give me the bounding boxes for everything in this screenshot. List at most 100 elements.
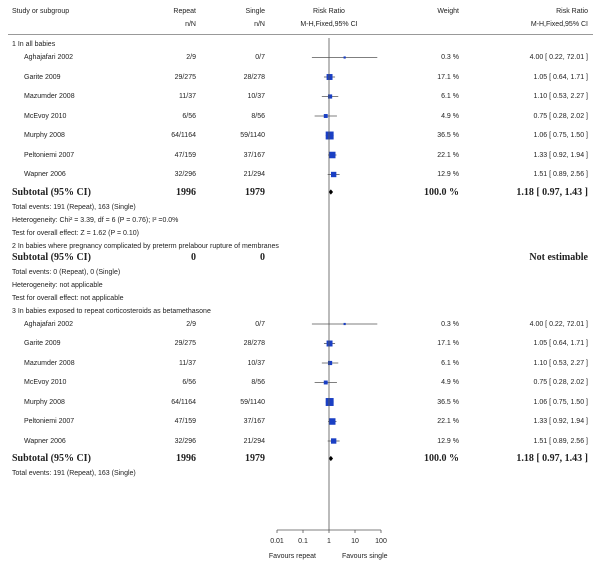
effect-square: [328, 151, 336, 159]
repeat-events: 64/1164: [171, 132, 196, 139]
repeat-events: 64/1164: [171, 398, 196, 406]
study-name: Mazumder 2008: [24, 93, 75, 100]
single-events: 10/37: [247, 93, 265, 100]
subtotal-single-total: 0: [260, 251, 265, 263]
study-risk-ratio: 0.75 [ 0.28, 2.02 ]: [533, 379, 589, 386]
subtotal-single-total: 1979: [245, 453, 265, 464]
single-events: 37/167: [243, 418, 265, 425]
single-events: 0/7: [255, 54, 265, 61]
study-weight: 6.1 %: [441, 359, 459, 367]
group-note: Total events: 0 (Repeat), 0 (Single): [12, 268, 121, 276]
study-name: Mazumder 2008: [24, 359, 75, 367]
repeat-events: 47/159: [174, 151, 196, 159]
study-weight: 22.1 %: [437, 151, 459, 159]
study-risk-ratio: 4.00 [ 0.22, 72.01 ]: [529, 54, 588, 61]
single-events: 28/278: [243, 73, 265, 81]
subtotal-risk-ratio: 1.18 [ 0.97, 1.43 ]: [516, 453, 588, 464]
study-name: McEvoy 2010: [24, 379, 67, 386]
header-repeat-sub: n/N: [185, 21, 196, 28]
group-note: Heterogeneity: Chi² = 3.39, df = 6 (P = …: [12, 216, 179, 224]
favours-single-label: Favours single: [342, 553, 388, 560]
single-events: 37/167: [243, 151, 265, 159]
subtotal-repeat-total: 1996: [176, 186, 196, 198]
effect-square: [327, 360, 333, 366]
subtotal-repeat-total: 1996: [176, 453, 196, 464]
study-weight: 36.5 %: [437, 132, 459, 139]
subtotal-single-total: 1979: [245, 186, 265, 198]
subtotal-label: Subtotal (95% CI): [12, 251, 91, 263]
single-events: 10/37: [247, 359, 265, 367]
repeat-events: 2/9: [186, 54, 196, 61]
single-events: 28/278: [243, 340, 265, 347]
header-risk-ratio-sub: M-H,Fixed,95% CI: [300, 21, 358, 28]
study-risk-ratio: 1.33 [ 0.92, 1.94 ]: [533, 418, 589, 425]
effect-square: [330, 438, 337, 444]
repeat-events: 29/275: [174, 73, 196, 81]
group-note: Total events: 191 (Repeat), 163 (Single): [12, 203, 136, 211]
repeat-events: 2/9: [186, 320, 196, 328]
single-events: 59/1140: [240, 132, 265, 139]
group-title: 2 In babies where pregnancy complicated …: [12, 242, 279, 250]
subtotal-risk-ratio: 1.18 [ 0.97, 1.43 ]: [516, 186, 588, 198]
study-name: Aghajafari 2002: [24, 320, 74, 328]
single-events: 8/56: [251, 112, 265, 120]
study-risk-ratio: 1.06 [ 0.75, 1.50 ]: [533, 132, 589, 139]
study-name: Garite 2009: [24, 73, 61, 81]
single-events: 0/7: [255, 320, 265, 328]
subtotal-risk-ratio: Not estimable: [529, 251, 588, 263]
repeat-events: 6/56: [182, 112, 196, 120]
effect-square: [343, 56, 346, 59]
subtotal-weight: 100.0 %: [424, 453, 459, 464]
repeat-events: 29/275: [174, 340, 196, 347]
study-risk-ratio: 1.51 [ 0.89, 2.56 ]: [533, 437, 589, 445]
study-name: Aghajafari 2002: [24, 54, 74, 61]
tick-label: 0.1: [298, 538, 308, 545]
study-name: Murphy 2008: [24, 398, 65, 406]
group-note: Heterogeneity: not applicable: [12, 281, 103, 289]
study-risk-ratio: 1.06 [ 0.75, 1.50 ]: [533, 398, 589, 406]
study-risk-ratio: 1.05 [ 0.64, 1.71 ]: [533, 73, 589, 81]
group-title: 3 In babies exposed to repeat corticoste…: [12, 307, 211, 315]
study-weight: 4.9 %: [441, 112, 459, 120]
tick-label: 100: [375, 538, 387, 545]
single-events: 59/1140: [240, 398, 265, 406]
header-risk-ratio: Risk Ratio: [313, 8, 345, 15]
pooled-diamond: [328, 189, 334, 195]
subtotal-label: Subtotal (95% CI): [12, 453, 91, 464]
header-risk-ratio-ci-sub: M-H,Fixed,95% CI: [530, 21, 588, 28]
repeat-events: 11/37: [179, 93, 196, 100]
header-single: Single: [245, 8, 265, 15]
study-weight: 4.9 %: [441, 379, 459, 386]
effect-square: [328, 418, 336, 425]
tick-label: 10: [351, 538, 359, 545]
effect-square: [323, 380, 328, 385]
study-weight: 12.9 %: [437, 171, 459, 178]
single-events: 21/294: [243, 437, 265, 445]
study-weight: 6.1 %: [441, 93, 459, 100]
study-weight: 17.1 %: [437, 73, 459, 81]
repeat-events: 47/159: [174, 418, 196, 425]
study-risk-ratio: 1.05 [ 0.64, 1.71 ]: [533, 340, 589, 347]
study-risk-ratio: 1.33 [ 0.92, 1.94 ]: [533, 151, 589, 159]
header-single-sub: n/N: [254, 21, 265, 28]
study-risk-ratio: 4.00 [ 0.22, 72.01 ]: [529, 320, 588, 328]
effect-square: [343, 322, 346, 326]
group-title: 1 In all babies: [12, 41, 56, 48]
repeat-events: 32/296: [174, 171, 196, 178]
effect-square: [323, 114, 328, 118]
effect-square: [325, 131, 334, 140]
subtotal-repeat-total: 0: [191, 251, 196, 263]
group-note: Test for overall effect: not applicable: [12, 294, 124, 302]
study-risk-ratio: 1.10 [ 0.53, 2.27 ]: [533, 93, 589, 100]
study-name: Murphy 2008: [24, 132, 65, 139]
study-risk-ratio: 1.51 [ 0.89, 2.56 ]: [533, 171, 589, 178]
study-weight: 22.1 %: [437, 418, 459, 425]
study-weight: 0.3 %: [441, 320, 459, 328]
effect-square: [327, 94, 333, 99]
header-weight: Weight: [437, 8, 459, 15]
group-note: Test for overall effect: Z = 1.62 (P = 0…: [12, 229, 139, 237]
pooled-diamond: [328, 455, 334, 462]
effect-square: [325, 398, 334, 406]
favours-repeat-label: Favours repeat: [268, 553, 316, 560]
study-risk-ratio: 1.10 [ 0.53, 2.27 ]: [533, 359, 589, 367]
